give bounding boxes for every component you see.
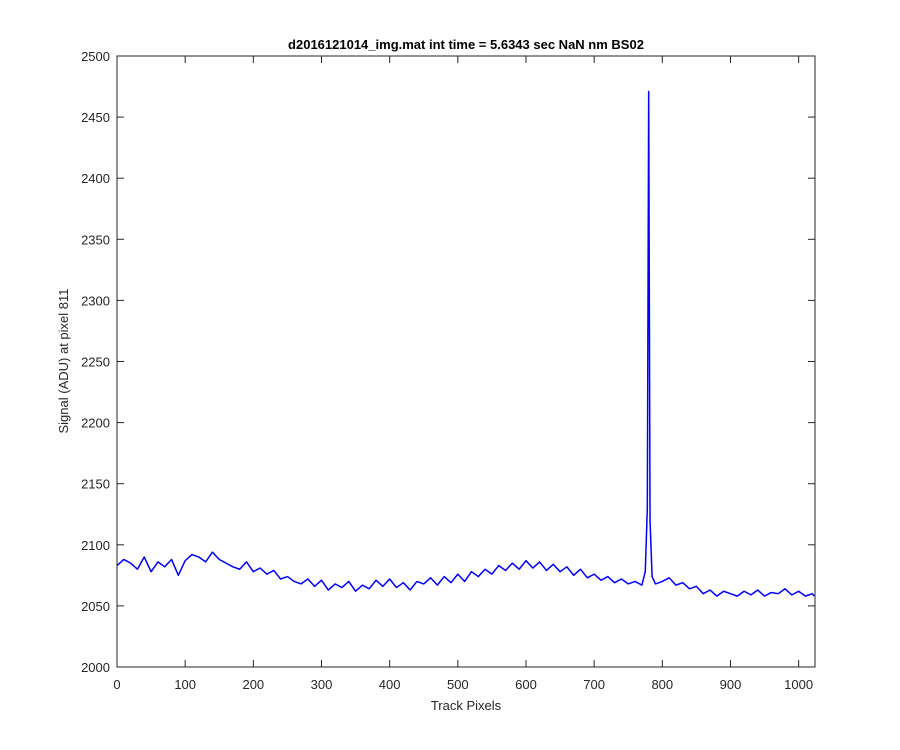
y-tick-label: 2450 [81,110,110,125]
x-tick-label: 100 [174,677,196,692]
y-axis: 2000 2050 2100 2150 2200 2250 2300 2350 2400 2450… [81,49,815,675]
x-tick-label: 0 [113,677,120,692]
x-tick-label: 800 [651,677,673,692]
y-tick-label: 2000 [81,660,110,675]
x-axis: 0 100 200 300 400 500 600 700 800 900 1000 [113,56,813,692]
x-tick-label: 700 [583,677,605,692]
y-axis-label: Signal (ADU) at pixel 811 [56,289,71,434]
y-tick-label: 2100 [81,538,110,553]
x-tick-label: 200 [242,677,264,692]
y-tick-label: 2250 [81,355,110,370]
y-tick-label: 2400 [81,171,110,186]
x-tick-label: 900 [720,677,742,692]
series-layer [116,90,815,597]
y-tick-label: 2200 [81,416,110,431]
x-axis-label: Track Pixels [431,698,502,713]
chart-title: d2016121014_img.mat int time = 5.6343 se… [288,37,644,52]
series-line-0 [116,90,815,597]
plot-area-border [116,55,816,668]
x-tick-label: 500 [447,677,469,692]
y-tick-label: 2050 [81,599,110,614]
y-tick-label: 2350 [81,232,110,247]
y-tick-label: 2500 [81,49,110,64]
y-tick-label: 2300 [81,293,110,308]
x-tick-label: 600 [515,677,537,692]
x-tick-label: 400 [379,677,401,692]
x-tick-label: 300 [311,677,333,692]
y-tick-label: 2150 [81,477,110,492]
x-tick-label: 1000 [784,677,813,692]
